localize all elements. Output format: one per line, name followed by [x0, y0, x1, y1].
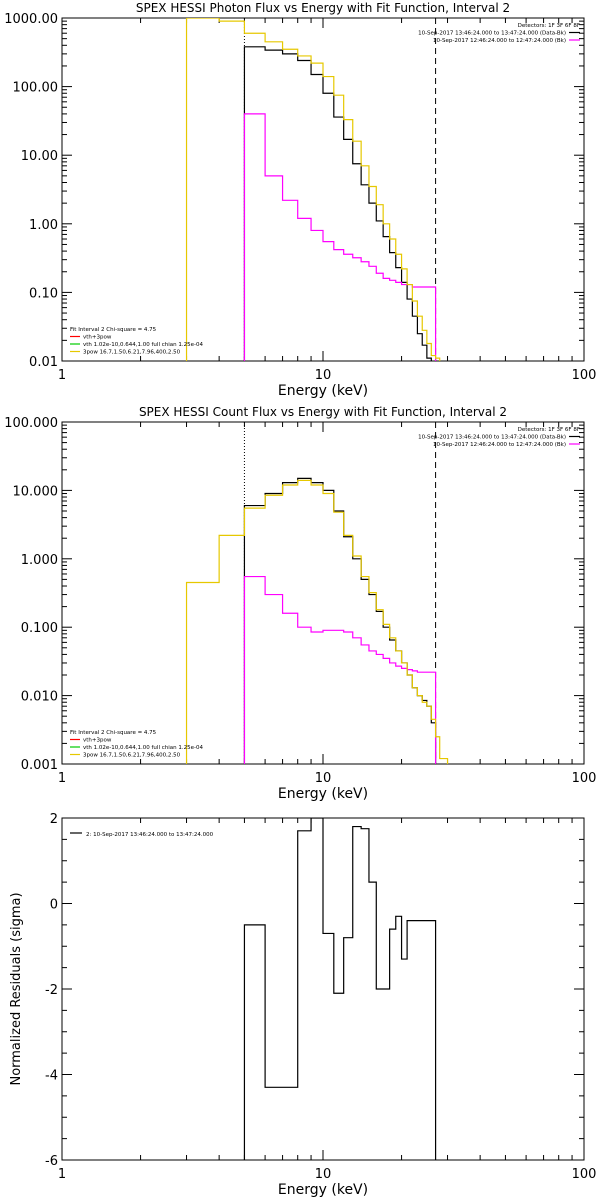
x-axis-label: Energy (keV)	[278, 383, 368, 399]
y-tick-label: 0.001	[21, 758, 58, 773]
legend-entry: Detectors: 1F 3F 6F 8F	[518, 23, 580, 29]
x-tick-label: 10	[315, 368, 332, 383]
legend-entry: 3pow 16.7,1.50,6.21,7.96,400,2.50	[83, 350, 181, 356]
legend-entry: 10-Sep-2017 12:46:24.000 to 12:47:24.000…	[433, 442, 566, 448]
legend-entry: 10-Sep-2017 13:46:24.000 to 13:47:24.000…	[418, 435, 566, 441]
plot-frame	[61, 421, 585, 765]
series-line-vth-3pow	[185, 18, 441, 361]
y-tick-label: -2	[45, 983, 58, 998]
y-tick-label: 1.000	[21, 553, 58, 568]
x-tick-label: 1	[58, 368, 66, 383]
series-line-bk	[243, 113, 437, 361]
y-tick-label: 0	[50, 898, 58, 913]
y-tick-label: 100.00	[13, 81, 59, 96]
legend-entry: 10-Sep-2017 13:46:24.000 to 13:47:24.000…	[418, 31, 566, 37]
y-tick-label: 10.000	[13, 484, 59, 499]
y-tick-label: 0.01	[29, 355, 58, 370]
legend-entry: vth 1.02e-10,0.644,1.00 full chian 1.25e…	[83, 342, 203, 348]
chart-title: SPEX HESSI Count Flux vs Energy with Fit…	[139, 405, 507, 419]
y-tick-label: -6	[45, 1154, 58, 1169]
legend-entry: 10-Sep-2017 12:46:24.000 to 12:47:24.000…	[433, 38, 566, 44]
chart-title: SPEX HESSI Photon Flux vs Energy with Fi…	[136, 1, 510, 15]
legend-entry: Fit Interval 2 Chi-square = 4.75	[70, 730, 157, 736]
x-tick-label: 100	[572, 368, 597, 383]
y-axis-label: Normalized Residuals (sigma)	[9, 892, 24, 1085]
x-tick-label: 10	[315, 771, 332, 786]
legend-entry: 3pow 16.7,1.50,6.21,7.96,400,2.50	[83, 753, 181, 759]
legend-entry: 2: 10-Sep-2017 13:46:24.000 to 13:47:24.…	[86, 832, 214, 838]
y-tick-label: 0.100	[21, 621, 58, 636]
legend-entry: Detectors: 1F 3F 6F 8F	[518, 427, 580, 433]
series-line-bk	[243, 575, 437, 764]
y-tick-label: 100.000	[4, 416, 58, 431]
legend-entry: Fit Interval 2 Chi-square = 4.75	[70, 327, 157, 333]
y-tick-label: 2	[50, 812, 58, 827]
x-tick-label: 1	[58, 771, 66, 786]
y-tick-label: 0.010	[21, 690, 58, 705]
x-tick-label: 10	[315, 1167, 332, 1182]
series-line-data-bk	[243, 46, 432, 361]
x-tick-label: 100	[572, 1167, 597, 1182]
legend-entry: vth+3pow	[83, 335, 112, 341]
y-tick-label: 0.10	[29, 286, 58, 301]
x-tick-label: 100	[572, 771, 597, 786]
y-tick-label: 1000.00	[4, 12, 58, 27]
x-axis-label: Energy (keV)	[278, 786, 368, 802]
series-line-2-10-sep-2017-13-46-24-000-to-13-47-24-000	[243, 818, 437, 1160]
series-line-vth-3pow	[185, 479, 449, 764]
y-tick-label: -4	[45, 1069, 58, 1084]
x-axis-label: Energy (keV)	[278, 1182, 368, 1198]
legend-entry: vth+3pow	[83, 738, 112, 744]
y-tick-label: 1.00	[29, 218, 58, 233]
legend-entry: vth 1.02e-10,0.644,1.00 full chian 1.25e…	[83, 745, 203, 751]
x-tick-label: 1	[58, 1167, 66, 1182]
series-line-data-bk	[243, 477, 437, 764]
y-tick-label: 10.00	[21, 149, 58, 164]
